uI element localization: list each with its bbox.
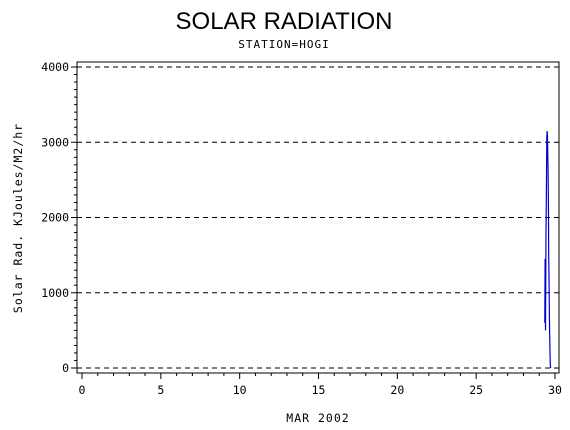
series-group	[544, 130, 552, 369]
y-tick-label-4: 4000	[41, 60, 69, 74]
chart-subtitle: STATION=HOGI	[238, 38, 329, 51]
x-tick-label-0: 0	[79, 383, 86, 397]
y-tick-label-2: 2000	[41, 211, 69, 225]
chart-title: SOLAR RADIATION	[176, 8, 393, 35]
y-tick-label-3: 3000	[41, 135, 69, 149]
y-axis-ticks: 0 1000 2000 3000 4000	[41, 60, 77, 375]
x-tick-label-1: 5	[157, 383, 164, 397]
series-line-0	[544, 130, 552, 369]
x-axis-ticks: 0 5 10 15 20 25 30	[79, 373, 562, 397]
gridlines	[77, 66, 559, 369]
x-tick-label-2: 10	[233, 383, 247, 397]
y-tick-label-0: 0	[62, 361, 69, 375]
y-tick-label-1: 1000	[41, 286, 69, 300]
x-tick-label-6: 30	[548, 383, 562, 397]
y-axis-label: Solar Rad. KJoules/M2/hr	[11, 123, 25, 313]
x-tick-label-5: 25	[469, 383, 483, 397]
plot-frame	[76, 61, 560, 374]
x-axis-label: MAR 2002	[286, 411, 349, 425]
x-tick-label-3: 15	[312, 383, 326, 397]
x-tick-label-4: 20	[390, 383, 404, 397]
